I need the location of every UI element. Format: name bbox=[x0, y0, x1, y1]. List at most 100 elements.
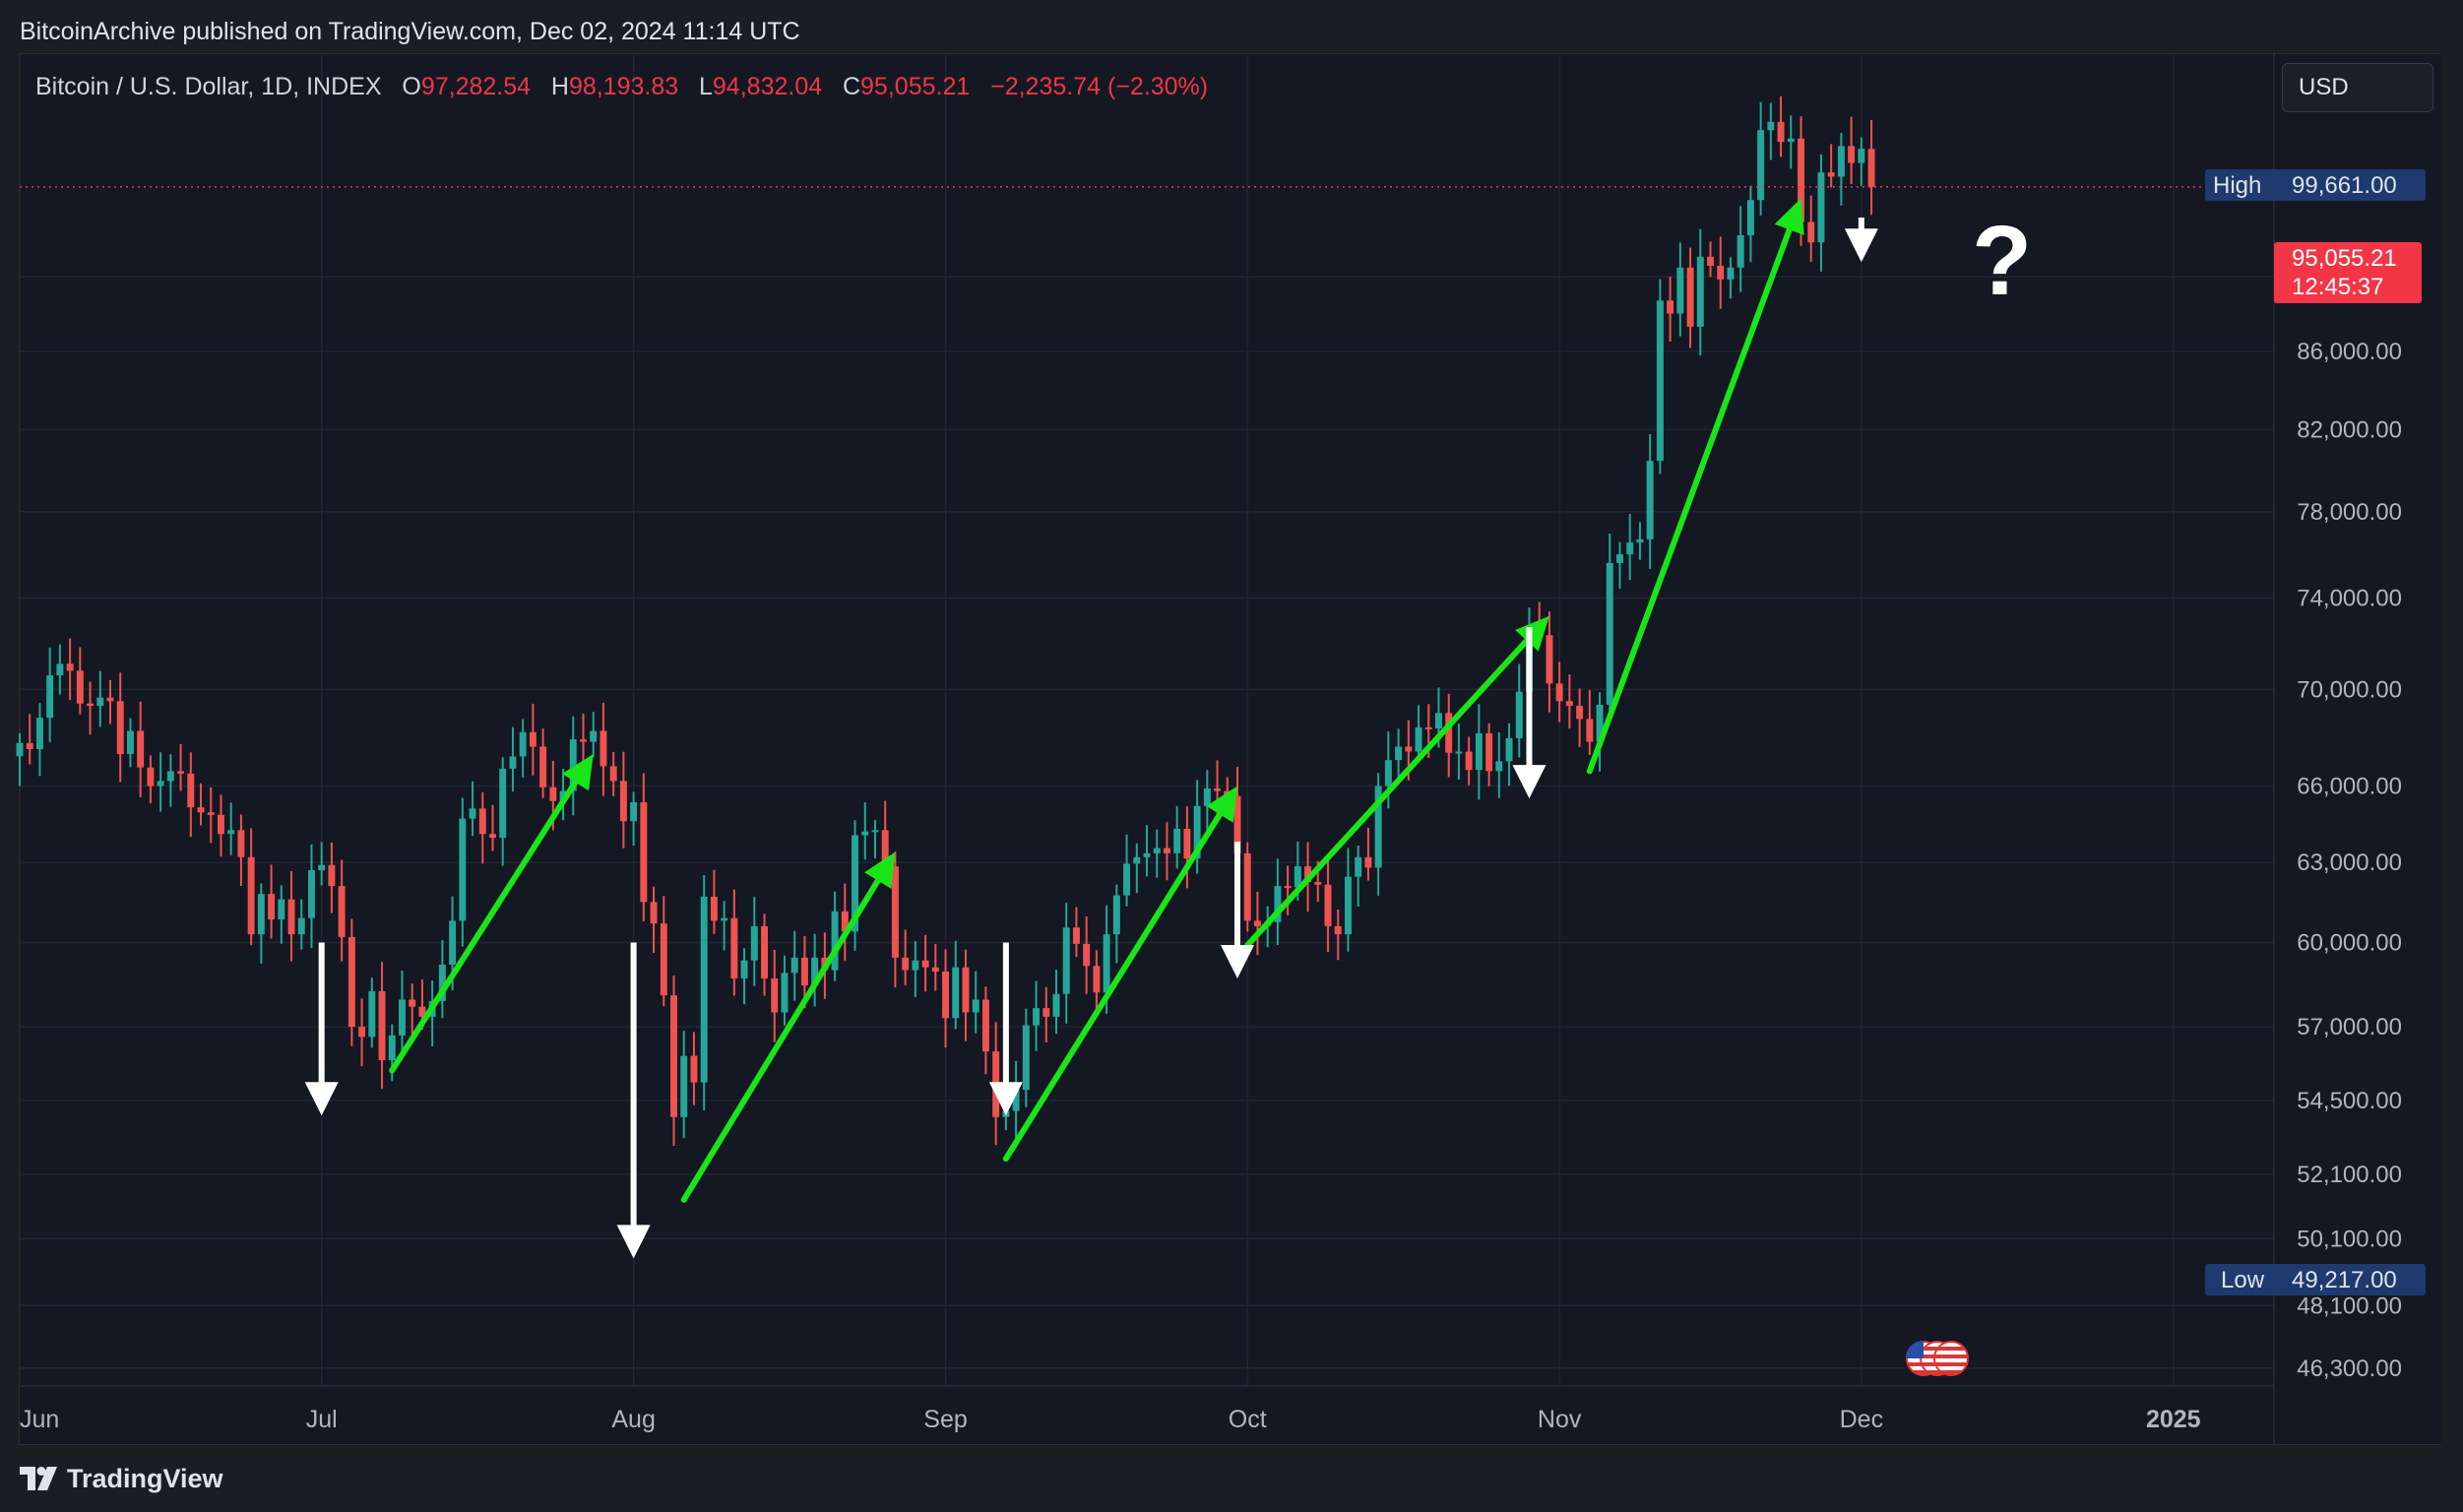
candle-body bbox=[1777, 121, 1785, 143]
candle-body bbox=[287, 899, 295, 935]
candle-body bbox=[1173, 829, 1181, 853]
candle-body bbox=[1606, 562, 1613, 705]
candle-body bbox=[449, 920, 457, 965]
change-value: −2,235.74 (−2.30%) bbox=[990, 73, 1209, 100]
candle-body bbox=[177, 771, 185, 774]
candle-body bbox=[46, 675, 54, 719]
candle-body bbox=[35, 718, 43, 749]
candle-body bbox=[1515, 691, 1523, 738]
open-value: 97,282.54 bbox=[420, 73, 532, 100]
candle-body bbox=[1465, 751, 1473, 771]
grid-layer bbox=[19, 55, 2274, 1386]
candle-body bbox=[1062, 927, 1070, 994]
candle-body bbox=[710, 896, 718, 921]
high-tag-label: High bbox=[2213, 172, 2262, 199]
price-tick-label: 50,100.00 bbox=[2297, 1226, 2402, 1252]
candle-body bbox=[921, 960, 929, 968]
candle-body bbox=[1243, 852, 1251, 921]
low-value: 94,832.04 bbox=[712, 73, 823, 100]
candle-body bbox=[347, 936, 355, 1028]
candle-body bbox=[1163, 848, 1170, 853]
candle-body bbox=[1546, 635, 1553, 684]
candle-body bbox=[600, 730, 607, 767]
candle-body bbox=[670, 995, 677, 1117]
candle-body bbox=[619, 781, 627, 822]
candle-body bbox=[368, 990, 376, 1038]
time-tick-label: Oct bbox=[1229, 1406, 1267, 1433]
candle-body bbox=[660, 923, 667, 996]
us-flag-icon bbox=[1906, 1341, 1924, 1358]
candle-body bbox=[1103, 934, 1110, 993]
trend-arrowhead-up bbox=[561, 753, 594, 791]
candle-body bbox=[1384, 760, 1392, 787]
candle-body bbox=[1355, 856, 1362, 877]
candle-body bbox=[247, 856, 255, 935]
candle-body bbox=[297, 917, 305, 935]
candle-body bbox=[881, 830, 889, 867]
high-price-tag: High 99,661.00 bbox=[2205, 169, 2426, 201]
candle-body bbox=[1203, 788, 1211, 806]
candle-body bbox=[469, 808, 476, 819]
tradingview-logo[interactable]: TradingView bbox=[20, 1463, 223, 1494]
candle-body bbox=[106, 697, 114, 702]
candle-body bbox=[1837, 146, 1845, 177]
chart-frame[interactable] bbox=[19, 53, 2441, 1445]
candle-body bbox=[147, 767, 155, 787]
candle-body bbox=[1727, 267, 1735, 280]
candle-body bbox=[438, 964, 446, 1001]
axis-layer: 46,300.00 48,100.00 50,100.00 52,100.00 54,5… bbox=[20, 54, 2441, 1444]
candle-body bbox=[730, 917, 738, 979]
candle-body bbox=[66, 663, 74, 671]
candle-body bbox=[1294, 866, 1301, 888]
drop-arrowhead bbox=[304, 1082, 339, 1116]
candle-body bbox=[278, 899, 285, 920]
candle-body bbox=[1072, 927, 1080, 944]
low-price-tag: Low 49,217.00 bbox=[2205, 1264, 2426, 1295]
currency-button[interactable]: USD bbox=[2282, 63, 2433, 112]
candle-body bbox=[1626, 542, 1634, 555]
candle-body bbox=[1807, 221, 1815, 243]
candle-body bbox=[257, 894, 265, 935]
candle-body bbox=[1434, 713, 1442, 729]
high-key: H bbox=[550, 73, 569, 100]
price-tick-label: 48,100.00 bbox=[2297, 1292, 2402, 1319]
candle-body bbox=[1445, 713, 1453, 753]
candle-body bbox=[478, 808, 486, 835]
drop-arrowhead bbox=[988, 1082, 1023, 1116]
candle-body bbox=[137, 730, 145, 768]
candle-body bbox=[409, 999, 416, 1007]
candle-body bbox=[1817, 172, 1825, 243]
candle-body bbox=[1415, 726, 1422, 752]
economic-events-marker[interactable] bbox=[1906, 1341, 1985, 1380]
candle-body bbox=[1274, 886, 1282, 922]
candle-body bbox=[1374, 786, 1382, 868]
time-tick-label: Jun bbox=[20, 1406, 59, 1433]
candle-body bbox=[569, 739, 577, 791]
candle-body bbox=[1848, 146, 1856, 163]
candle-body bbox=[740, 960, 748, 979]
trend-arrow-up bbox=[680, 877, 881, 1203]
candle-body bbox=[1093, 966, 1101, 993]
candle-body bbox=[1304, 866, 1312, 883]
candle-body bbox=[1576, 706, 1584, 720]
candle-body bbox=[1485, 733, 1493, 772]
candle-body bbox=[166, 771, 174, 782]
annotation-layer bbox=[20, 186, 2274, 1259]
candle-body bbox=[861, 831, 869, 836]
candle-body bbox=[1656, 300, 1664, 462]
candle-body bbox=[1667, 300, 1674, 314]
price-tick-label: 46,300.00 bbox=[2297, 1355, 2402, 1382]
candle-body bbox=[1133, 856, 1141, 864]
candle-body bbox=[16, 742, 24, 757]
price-tick-label: 54,500.00 bbox=[2297, 1088, 2402, 1114]
candle-body bbox=[1183, 829, 1191, 859]
candle-body bbox=[1143, 852, 1151, 857]
candle-body bbox=[1827, 172, 1835, 177]
candle-body bbox=[942, 971, 950, 1019]
candle-body bbox=[307, 870, 315, 918]
us-flag-icon bbox=[1933, 1341, 1969, 1376]
candle-body bbox=[26, 742, 33, 749]
candle-body bbox=[549, 787, 557, 801]
trend-arrow-up bbox=[1244, 637, 1530, 949]
